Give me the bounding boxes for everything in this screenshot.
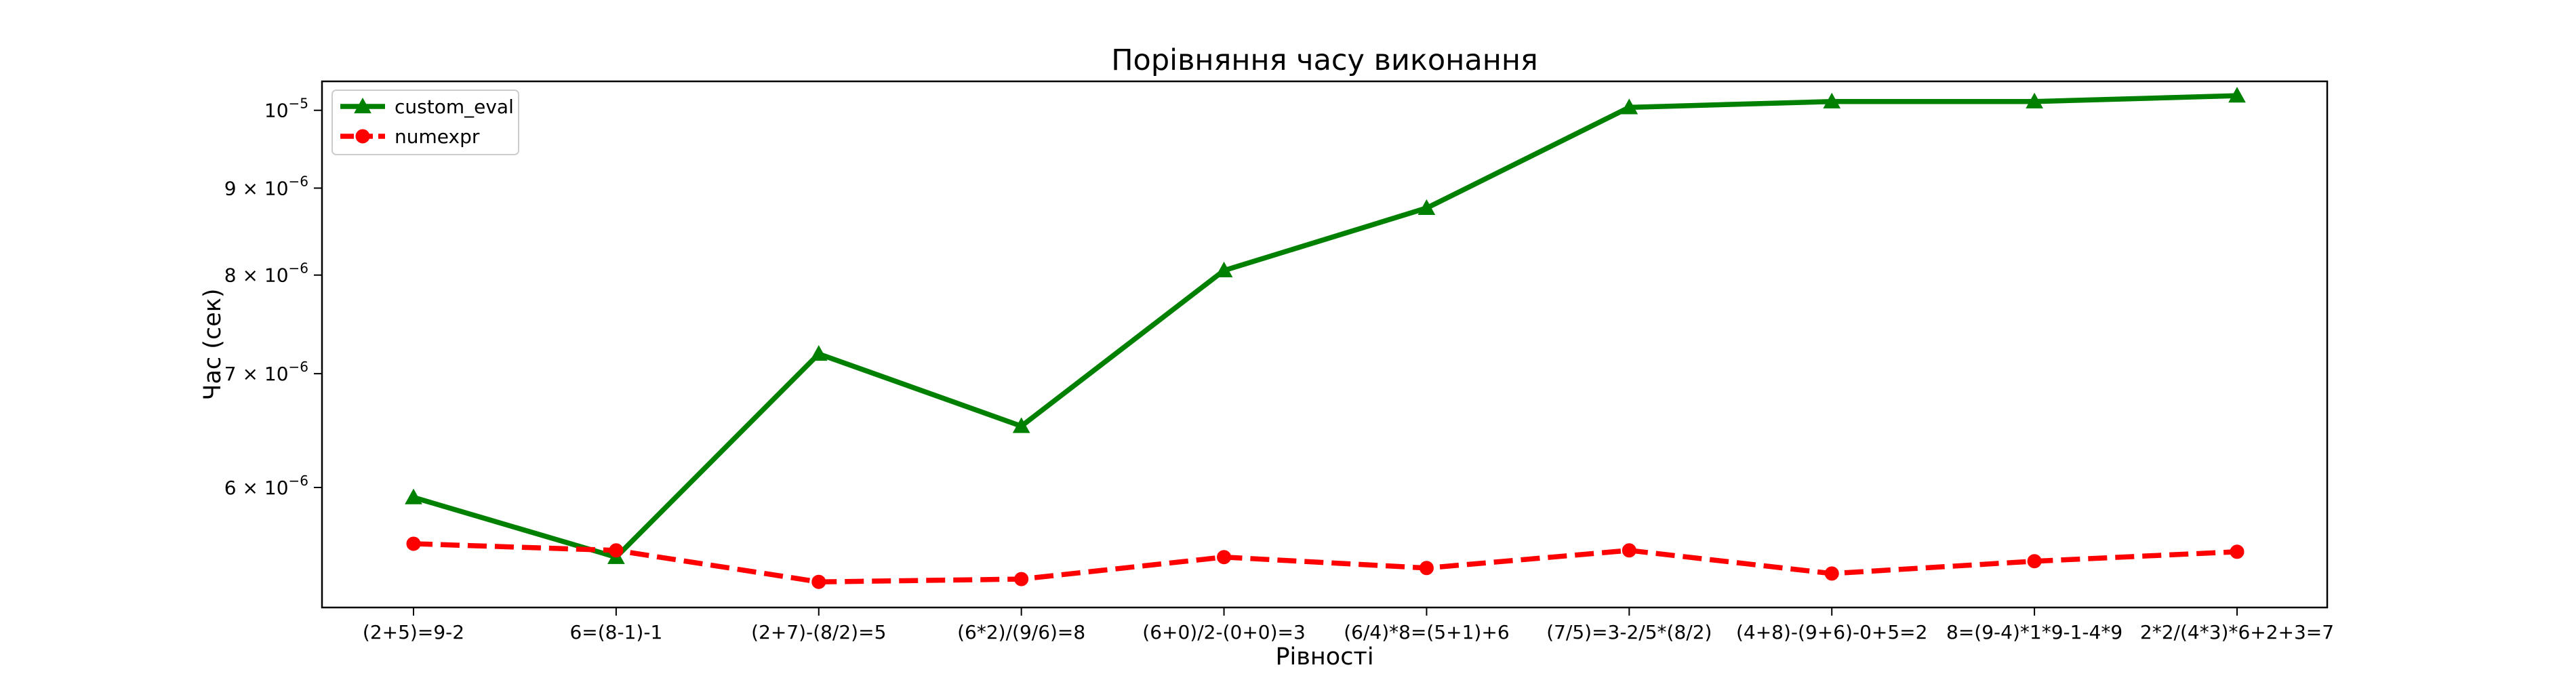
x-tick-label: (7/5)=3-2/5*(8/2)	[1546, 621, 1712, 643]
data-point-custom_eval	[1823, 92, 1841, 108]
x-tick-label: (6+0)/2-(0+0)=3	[1142, 621, 1306, 643]
data-point-custom_eval	[2026, 92, 2043, 108]
x-axis-label: Рівності	[1275, 643, 1373, 671]
y-axis: 6 × 10−6 7 × 10−6 8 × 10−6 9 × 10−6 10−5	[224, 96, 322, 499]
legend-label-numexpr: numexpr	[395, 125, 480, 148]
data-point-numexpr	[609, 543, 624, 558]
series-line-numexpr	[413, 541, 2238, 584]
data-point-numexpr	[1622, 543, 1636, 558]
data-point-numexpr	[1419, 561, 1434, 576]
data-point-custom_eval	[1012, 417, 1030, 433]
data-point-custom_eval	[1215, 261, 1233, 278]
data-point-custom_eval	[809, 344, 828, 361]
y-axis-label: Час (сек)	[199, 288, 226, 400]
data-point-custom_eval	[1620, 98, 1638, 115]
plot-frame	[321, 80, 2329, 609]
x-tick-label: (2+5)=9-2	[363, 621, 464, 643]
legend-marker-numexpr	[355, 129, 370, 144]
legend-label-custom_eval: custom_eval	[395, 96, 514, 118]
x-tick-label: 2*2/(4*3)*6+2+3=7	[2140, 621, 2334, 643]
data-point-custom_eval	[2228, 87, 2246, 103]
data-point-numexpr	[2027, 554, 2042, 569]
chart-title: Порівняння часу виконання	[1111, 43, 1538, 77]
x-tick-label: (6/4)*8=(5+1)+6	[1344, 621, 1509, 643]
y-tick-label: 9 × 10−6	[224, 173, 308, 199]
plot-marks	[405, 87, 2246, 589]
x-tick-label: (2+7)-(8/2)=5	[751, 621, 886, 643]
data-point-numexpr	[811, 574, 826, 589]
x-tick-label: (4+8)-(9+6)-0+5=2	[1736, 621, 1927, 643]
x-tick-label: (6*2)/(9/6)=8	[957, 621, 1085, 643]
data-point-custom_eval	[405, 488, 422, 504]
y-tick-label: 7 × 10−6	[224, 359, 308, 385]
data-point-numexpr	[1217, 550, 1232, 565]
series-line-custom_eval	[412, 93, 2238, 560]
data-point-numexpr	[1014, 572, 1029, 586]
data-point-custom_eval	[1417, 199, 1436, 215]
y-tick-label: 6 × 10−6	[224, 473, 308, 499]
data-point-numexpr	[1824, 566, 1839, 581]
legend-marker-custom_eval	[354, 97, 371, 114]
x-tick-label: 8=(9-4)*1*9-1-4*9	[1946, 621, 2122, 643]
x-tick-label: 6=(8-1)-1	[569, 621, 662, 643]
data-point-numexpr	[406, 536, 421, 551]
x-axis: (2+5)=9-2 6=(8-1)-1 (2+7)-(8/2)=5 (6*2)/(9/…	[363, 607, 2334, 643]
data-point-numexpr	[2230, 544, 2245, 559]
y-tick-label: 10−5	[264, 96, 308, 122]
y-tick-label: 8 × 10−6	[224, 260, 308, 287]
